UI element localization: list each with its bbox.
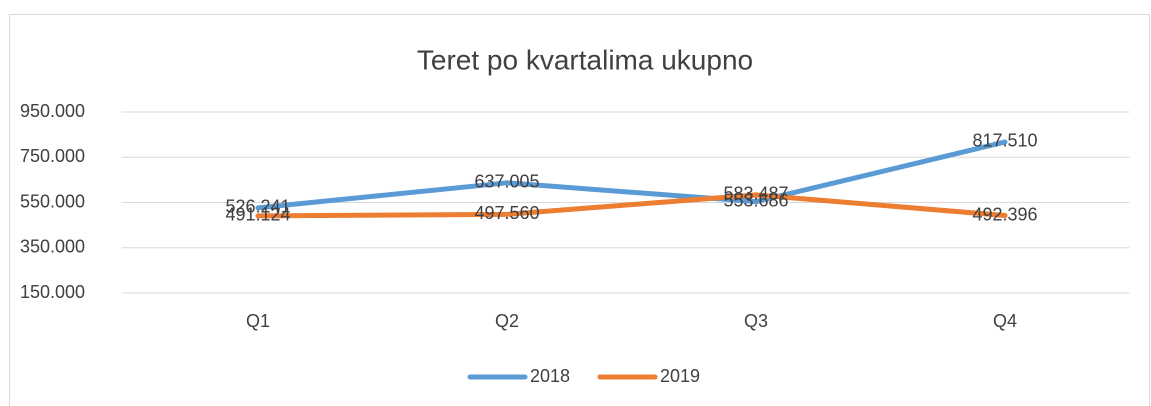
- y-tick-label: 950.000: [20, 101, 85, 121]
- data-label: 526.241: [225, 197, 290, 217]
- data-label: 492.396: [972, 204, 1037, 224]
- data-label: 637.005: [474, 172, 539, 192]
- x-tick-label: Q2: [495, 311, 519, 331]
- data-label: 553.686: [723, 190, 788, 210]
- y-tick-label: 550.000: [20, 191, 85, 211]
- data-label: 583.487: [723, 184, 788, 204]
- series-line: [255, 192, 1008, 219]
- chart-title: Teret po kvartalima ukupno: [417, 44, 753, 75]
- y-tick-label: 350.000: [20, 237, 85, 257]
- series-line: [255, 139, 1008, 211]
- x-tick-label: Q4: [993, 311, 1017, 331]
- y-tick-label: 150.000: [20, 282, 85, 302]
- x-tick-label: Q3: [744, 311, 768, 331]
- x-tick-label: Q1: [246, 311, 270, 331]
- legend-label: 2019: [660, 366, 700, 386]
- data-label: 491.124: [225, 205, 290, 225]
- data-label: 497.560: [474, 203, 539, 223]
- legend-label: 2018: [530, 366, 570, 386]
- data-label: 817.510: [972, 131, 1037, 151]
- y-tick-label: 750.000: [20, 146, 85, 166]
